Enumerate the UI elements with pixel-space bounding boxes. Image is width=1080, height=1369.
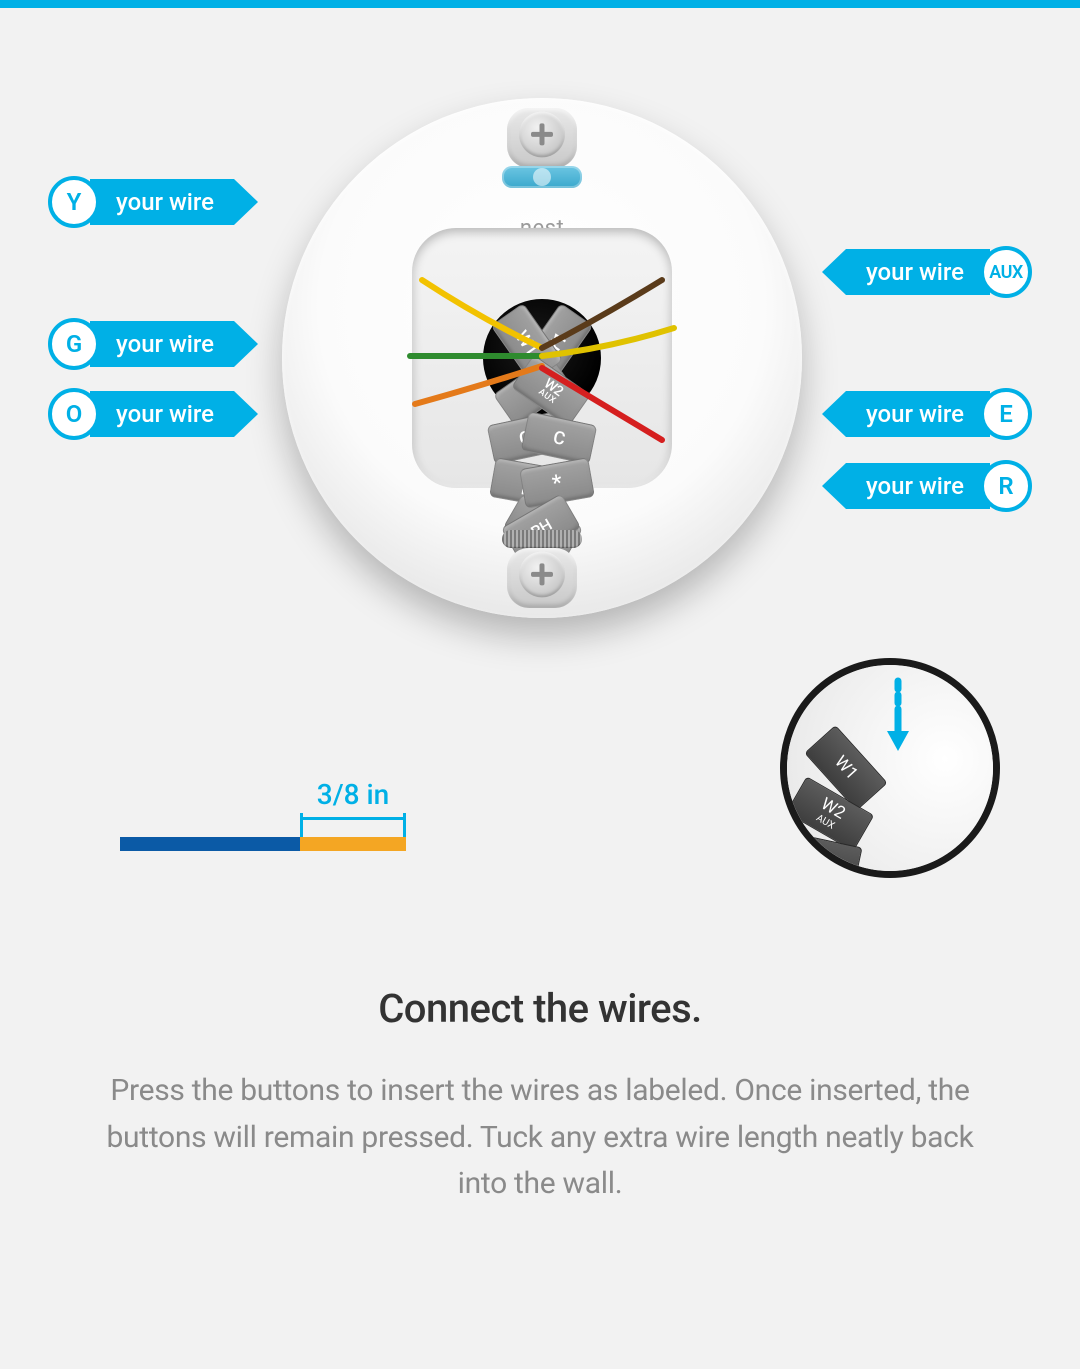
top-accent-bar xyxy=(0,0,1080,8)
label-aux-circle: AUX xyxy=(980,246,1032,298)
arrow-icon xyxy=(234,391,258,437)
label-y-text: your wire xyxy=(90,179,234,225)
strip-measure: 3/8 in xyxy=(300,778,406,811)
wire-strip-diagram: 3/8 in xyxy=(120,778,406,851)
label-aux: AUX your wire xyxy=(822,246,1032,298)
label-g-text: your wire xyxy=(90,321,234,367)
strip-bracket xyxy=(300,813,406,837)
screw-bottom xyxy=(507,548,577,608)
label-aux-text: your wire xyxy=(846,249,990,295)
arrow-icon xyxy=(822,463,846,509)
label-e-circle: E xyxy=(980,388,1032,440)
arrow-icon xyxy=(822,249,846,295)
label-e-text: your wire xyxy=(846,391,990,437)
arrow-icon xyxy=(234,321,258,367)
label-y: Y your wire xyxy=(48,176,258,228)
label-e: E your wire xyxy=(822,388,1032,440)
label-o: O your wire xyxy=(48,388,258,440)
speaker-grille xyxy=(502,530,582,548)
bubble-level xyxy=(502,166,582,188)
screw-icon xyxy=(519,551,565,597)
label-o-text: your wire xyxy=(90,391,234,437)
instruction-text: Connect the wires. Press the buttons to … xyxy=(0,985,1080,1208)
page-title: Connect the wires. xyxy=(80,985,1000,1032)
screw-icon xyxy=(519,111,565,157)
inset-term-c-label: C xyxy=(813,851,827,870)
inset-term-w1-label: W1 xyxy=(831,753,860,783)
strip-jacket xyxy=(120,837,300,851)
label-y-circle: Y xyxy=(48,176,100,228)
label-r-circle: R xyxy=(980,460,1032,512)
screw-top xyxy=(507,108,577,168)
arrow-icon xyxy=(822,391,846,437)
label-r: R your wire xyxy=(822,460,1032,512)
inset-detail: W1 W2 AUX C xyxy=(780,658,1000,878)
strip-wire xyxy=(120,837,406,851)
diagram-stage: nest Y1 Y2 G O B RC W1 W2 AUX C * RH xyxy=(0,8,1080,828)
inset-arrow-icon xyxy=(883,677,913,757)
nest-baseplate: nest Y1 Y2 G O B RC W1 W2 AUX C * RH xyxy=(282,98,802,618)
label-o-circle: O xyxy=(48,388,100,440)
label-g: G your wire xyxy=(48,318,258,370)
strip-core xyxy=(300,837,406,851)
arrow-icon xyxy=(234,179,258,225)
page-body: Press the buttons to insert the wires as… xyxy=(80,1068,1000,1208)
label-g-circle: G xyxy=(48,318,100,370)
label-r-text: your wire xyxy=(846,463,990,509)
